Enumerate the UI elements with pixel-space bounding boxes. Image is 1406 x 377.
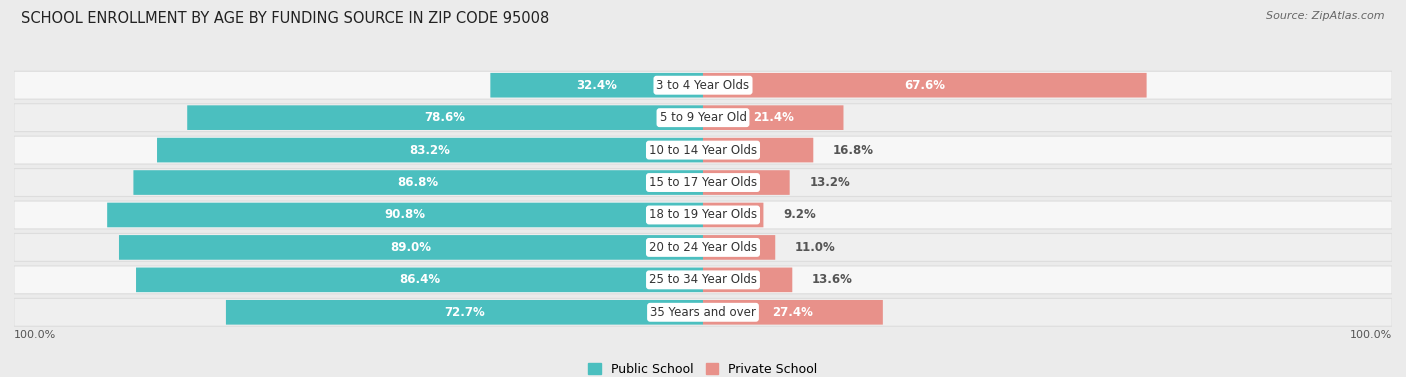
- FancyBboxPatch shape: [187, 105, 703, 130]
- Text: 90.8%: 90.8%: [385, 208, 426, 221]
- FancyBboxPatch shape: [14, 104, 1392, 132]
- Text: 21.4%: 21.4%: [752, 111, 793, 124]
- FancyBboxPatch shape: [703, 170, 790, 195]
- FancyBboxPatch shape: [491, 73, 703, 98]
- Text: 3 to 4 Year Olds: 3 to 4 Year Olds: [657, 79, 749, 92]
- Legend: Public School, Private School: Public School, Private School: [588, 363, 818, 376]
- Text: 13.2%: 13.2%: [810, 176, 851, 189]
- FancyBboxPatch shape: [136, 268, 703, 292]
- Text: 100.0%: 100.0%: [1350, 330, 1392, 340]
- FancyBboxPatch shape: [14, 233, 1392, 261]
- FancyBboxPatch shape: [703, 105, 844, 130]
- FancyBboxPatch shape: [703, 73, 1147, 98]
- FancyBboxPatch shape: [14, 266, 1392, 294]
- Text: 83.2%: 83.2%: [409, 144, 450, 156]
- FancyBboxPatch shape: [120, 235, 703, 260]
- Text: Source: ZipAtlas.com: Source: ZipAtlas.com: [1267, 11, 1385, 21]
- FancyBboxPatch shape: [14, 71, 1392, 99]
- FancyBboxPatch shape: [703, 138, 813, 162]
- Text: 67.6%: 67.6%: [904, 79, 945, 92]
- Text: 16.8%: 16.8%: [832, 144, 875, 156]
- Text: 86.8%: 86.8%: [398, 176, 439, 189]
- Text: 27.4%: 27.4%: [772, 306, 813, 319]
- FancyBboxPatch shape: [703, 203, 763, 227]
- FancyBboxPatch shape: [703, 300, 883, 325]
- FancyBboxPatch shape: [226, 300, 703, 325]
- Text: 89.0%: 89.0%: [391, 241, 432, 254]
- Text: 78.6%: 78.6%: [425, 111, 465, 124]
- FancyBboxPatch shape: [14, 136, 1392, 164]
- Text: 11.0%: 11.0%: [794, 241, 835, 254]
- Text: 13.6%: 13.6%: [811, 273, 853, 287]
- Text: 15 to 17 Year Olds: 15 to 17 Year Olds: [650, 176, 756, 189]
- Text: 9.2%: 9.2%: [783, 208, 815, 221]
- Text: 10 to 14 Year Olds: 10 to 14 Year Olds: [650, 144, 756, 156]
- Text: 72.7%: 72.7%: [444, 306, 485, 319]
- Text: 20 to 24 Year Olds: 20 to 24 Year Olds: [650, 241, 756, 254]
- Text: 32.4%: 32.4%: [576, 79, 617, 92]
- FancyBboxPatch shape: [703, 268, 793, 292]
- FancyBboxPatch shape: [14, 201, 1392, 229]
- FancyBboxPatch shape: [14, 169, 1392, 196]
- Text: SCHOOL ENROLLMENT BY AGE BY FUNDING SOURCE IN ZIP CODE 95008: SCHOOL ENROLLMENT BY AGE BY FUNDING SOUR…: [21, 11, 550, 26]
- Text: 5 to 9 Year Old: 5 to 9 Year Old: [659, 111, 747, 124]
- Text: 100.0%: 100.0%: [14, 330, 56, 340]
- FancyBboxPatch shape: [157, 138, 703, 162]
- FancyBboxPatch shape: [703, 235, 775, 260]
- Text: 18 to 19 Year Olds: 18 to 19 Year Olds: [650, 208, 756, 221]
- Text: 25 to 34 Year Olds: 25 to 34 Year Olds: [650, 273, 756, 287]
- FancyBboxPatch shape: [14, 298, 1392, 326]
- FancyBboxPatch shape: [134, 170, 703, 195]
- FancyBboxPatch shape: [107, 203, 703, 227]
- Text: 86.4%: 86.4%: [399, 273, 440, 287]
- Text: 35 Years and over: 35 Years and over: [650, 306, 756, 319]
